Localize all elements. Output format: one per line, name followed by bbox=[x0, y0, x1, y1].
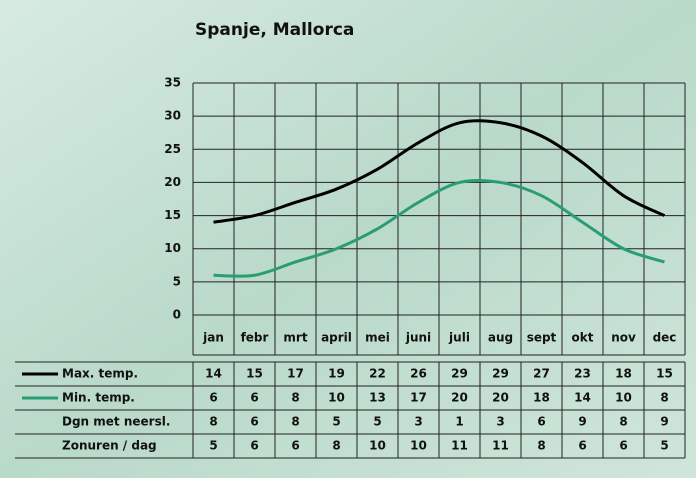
table-cell: 5 bbox=[332, 415, 340, 429]
x-tick-label: april bbox=[321, 331, 352, 345]
x-tick-label: mei bbox=[365, 331, 390, 345]
table-cell: 19 bbox=[328, 367, 345, 381]
table-cell: 6 bbox=[291, 439, 299, 453]
table-cell: 8 bbox=[291, 391, 299, 405]
table-cell: 23 bbox=[574, 367, 591, 381]
table-cell: 29 bbox=[492, 367, 509, 381]
table-cell: 14 bbox=[205, 367, 222, 381]
table-cell: 6 bbox=[619, 439, 627, 453]
x-tick-label: jan bbox=[202, 331, 224, 345]
table-cell: 18 bbox=[615, 367, 632, 381]
table-cell: 6 bbox=[250, 439, 258, 453]
table-cell: 6 bbox=[578, 439, 586, 453]
x-tick-label: sept bbox=[527, 331, 557, 345]
y-tick-label: 20 bbox=[164, 175, 181, 189]
legend-label: Max. temp. bbox=[62, 367, 138, 381]
table-cell: 3 bbox=[496, 415, 504, 429]
table-cell: 17 bbox=[287, 367, 304, 381]
x-tick-label: mrt bbox=[283, 331, 307, 345]
table-cell: 10 bbox=[410, 439, 427, 453]
table-cell: 27 bbox=[533, 367, 550, 381]
table-cell: 13 bbox=[369, 391, 386, 405]
row-label: Dgn met neersl. bbox=[62, 415, 170, 429]
table-cell: 3 bbox=[414, 415, 422, 429]
table-cell: 29 bbox=[451, 367, 468, 381]
table-cell: 8 bbox=[660, 391, 668, 405]
table-cell: 5 bbox=[209, 439, 217, 453]
table-cell: 6 bbox=[250, 415, 258, 429]
table-cell: 20 bbox=[492, 391, 509, 405]
row-label: Zonuren / dag bbox=[62, 439, 157, 453]
table-cell: 10 bbox=[369, 439, 386, 453]
table-cell: 14 bbox=[574, 391, 591, 405]
table-cell: 10 bbox=[328, 391, 345, 405]
y-tick-label: 5 bbox=[173, 274, 181, 288]
x-tick-label: juli bbox=[448, 331, 470, 345]
table-cell: 6 bbox=[250, 391, 258, 405]
table-cell: 10 bbox=[615, 391, 632, 405]
x-tick-label: febr bbox=[241, 331, 269, 345]
table-cell: 15 bbox=[656, 367, 673, 381]
table-cell: 18 bbox=[533, 391, 550, 405]
y-tick-label: 35 bbox=[164, 76, 181, 90]
table-cell: 20 bbox=[451, 391, 468, 405]
x-tick-label: okt bbox=[572, 331, 594, 345]
table-cell: 5 bbox=[373, 415, 381, 429]
y-tick-label: 0 bbox=[173, 308, 181, 322]
y-tick-label: 10 bbox=[164, 241, 181, 255]
table-cell: 8 bbox=[537, 439, 545, 453]
legend-label: Min. temp. bbox=[62, 391, 135, 405]
table-cell: 8 bbox=[332, 439, 340, 453]
table-cell: 5 bbox=[660, 439, 668, 453]
table-cell: 8 bbox=[619, 415, 627, 429]
x-tick-label: juni bbox=[405, 331, 431, 345]
table-cell: 17 bbox=[410, 391, 427, 405]
y-tick-label: 30 bbox=[164, 109, 181, 123]
table-cell: 8 bbox=[209, 415, 217, 429]
table-cell: 6 bbox=[537, 415, 545, 429]
background bbox=[0, 0, 696, 478]
table-cell: 26 bbox=[410, 367, 427, 381]
chart-title: Spanje, Mallorca bbox=[195, 20, 354, 40]
table-cell: 22 bbox=[369, 367, 386, 381]
table-cell: 9 bbox=[660, 415, 668, 429]
table-cell: 11 bbox=[451, 439, 468, 453]
x-tick-label: dec bbox=[653, 331, 677, 345]
table-cell: 6 bbox=[209, 391, 217, 405]
x-tick-label: aug bbox=[488, 331, 513, 345]
y-tick-label: 15 bbox=[164, 208, 181, 222]
table-cell: 15 bbox=[246, 367, 263, 381]
table-cell: 11 bbox=[492, 439, 509, 453]
table-cell: 9 bbox=[578, 415, 586, 429]
table-cell: 1 bbox=[455, 415, 463, 429]
chart: Spanje, Mallorca 05101520253035janfebrmr… bbox=[0, 0, 696, 478]
y-tick-label: 25 bbox=[164, 142, 181, 156]
x-tick-label: nov bbox=[611, 331, 636, 345]
table-cell: 8 bbox=[291, 415, 299, 429]
